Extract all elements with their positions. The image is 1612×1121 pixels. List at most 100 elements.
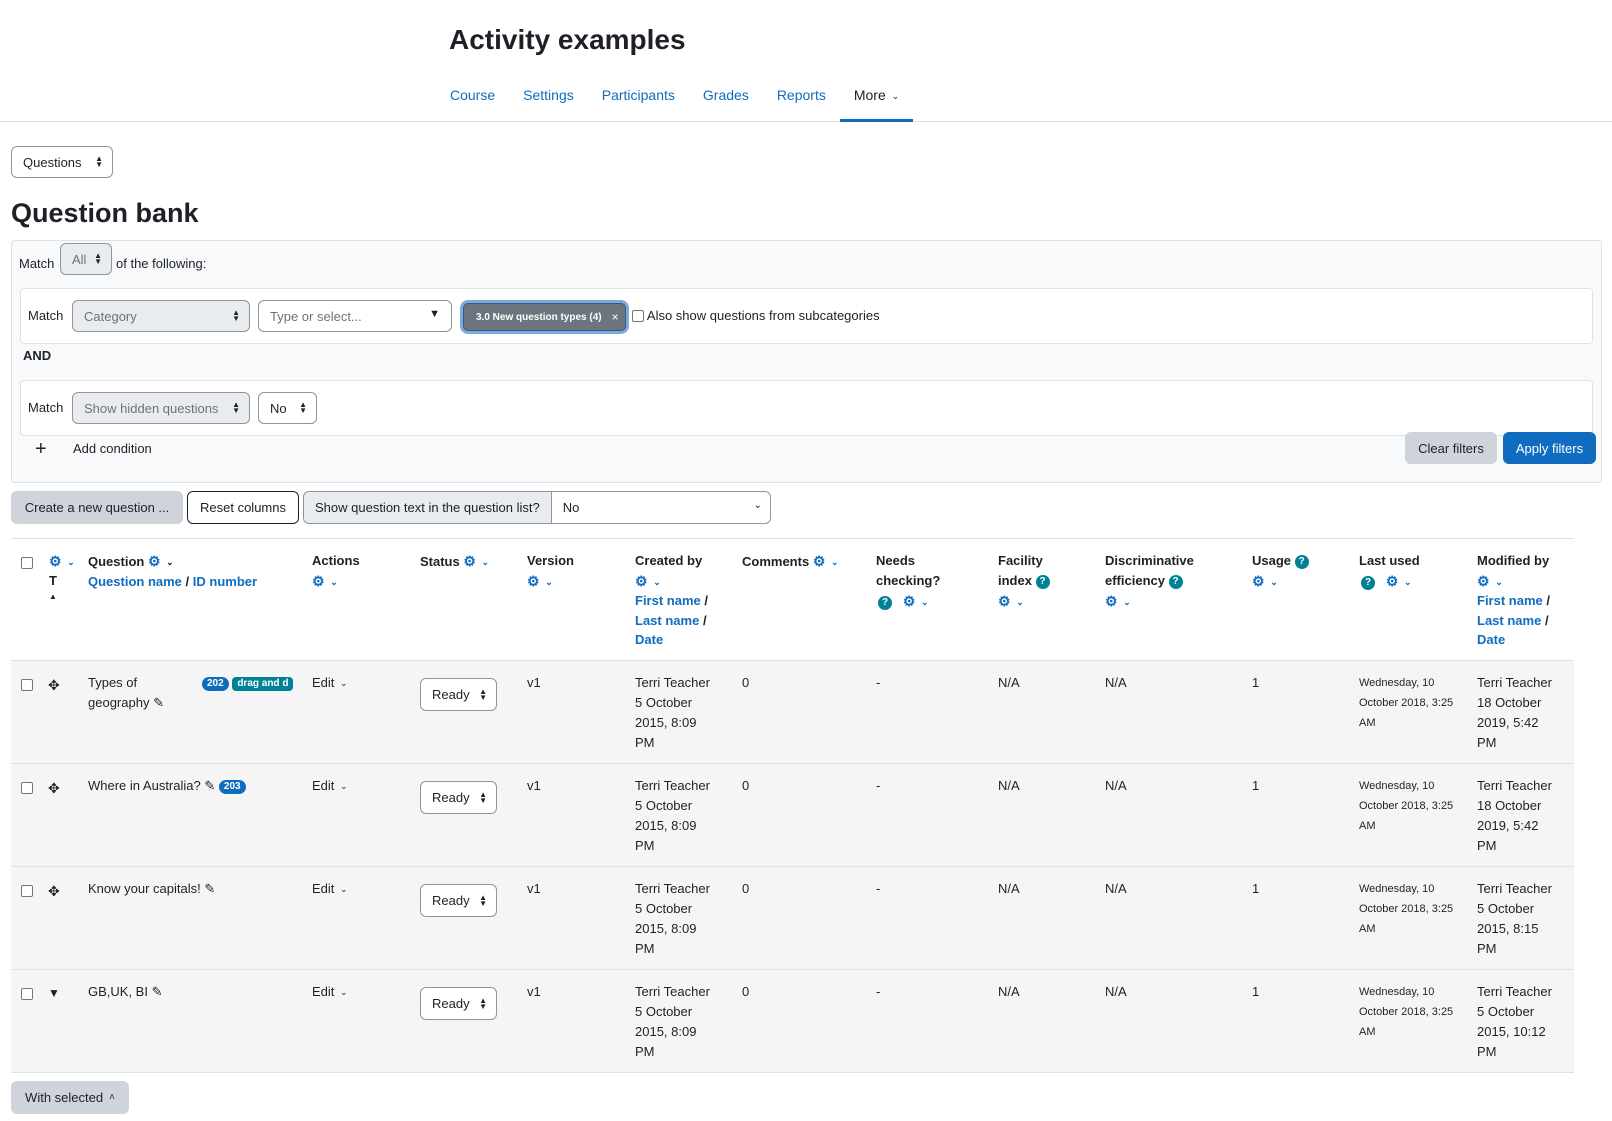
nav-more-label: More (853, 87, 886, 103)
plus-icon[interactable]: + (35, 438, 47, 460)
move-icon[interactable]: ✥ (48, 780, 60, 796)
created-by-name: Terri Teacher (635, 881, 710, 896)
sort-date-link[interactable]: Date (1477, 632, 1506, 647)
edit-menu[interactable]: Edit ⌄ (312, 673, 348, 693)
sort-id-number-link[interactable]: ID number (192, 574, 258, 589)
subcategories-checkbox[interactable] (632, 310, 644, 322)
select-all-checkbox[interactable] (21, 553, 33, 573)
comments-link[interactable]: 0 (742, 675, 750, 690)
row-checkbox[interactable] (21, 881, 33, 901)
needs-checking-value: - (876, 881, 881, 896)
pencil-icon[interactable]: ✎ (151, 984, 163, 999)
condition-category: Match Category ▲ ▼ Type or select... ▼ 3.… (20, 288, 1593, 344)
usage-link[interactable]: 1 (1252, 984, 1260, 999)
help-icon[interactable]: ? (1168, 575, 1183, 589)
gear-icon[interactable]: ⚙ (147, 553, 161, 569)
show-question-text-select[interactable]: No ⌄ (552, 492, 770, 523)
pencil-icon[interactable]: ✎ (204, 881, 216, 896)
nav-grades[interactable]: Grades (702, 87, 749, 103)
help-icon[interactable]: ? (1361, 576, 1375, 590)
last-used-l3: AM (1359, 717, 1376, 729)
gear-icon[interactable]: ⚙ (463, 553, 476, 569)
facility-value: N/A (998, 984, 1020, 999)
match-join-select[interactable]: All ▲ ▼ (60, 243, 112, 275)
nav-course[interactable]: Course (450, 87, 496, 103)
condition-type-select[interactable]: Show hidden questions ▲ ▼ (72, 392, 250, 424)
move-icon[interactable]: ✥ (48, 677, 60, 693)
modified-date-l3: PM (1477, 1044, 1497, 1059)
status-select[interactable]: Ready ▲ ▼ (420, 987, 497, 1020)
discrim-settings[interactable]: ⚙ ⌄ (1105, 591, 1131, 612)
help-icon[interactable]: ? (1294, 555, 1309, 569)
nav-participants[interactable]: Participants (601, 87, 675, 103)
status-value: Ready (432, 687, 470, 702)
sort-first-name-link[interactable]: First name (635, 593, 701, 608)
status-select[interactable]: Ready ▲ ▼ (420, 678, 497, 711)
status-select[interactable]: Ready ▲ ▼ (420, 884, 497, 917)
last-used-l3: AM (1359, 923, 1376, 935)
hidden-value: No (270, 400, 287, 416)
modified-column-settings[interactable]: ⚙ ⌄ (1477, 571, 1503, 592)
status-select[interactable]: Ready ▲ ▼ (420, 781, 497, 814)
reset-columns-button[interactable]: Reset columns (187, 491, 299, 524)
modified-date-l1: 18 October (1477, 695, 1542, 710)
category-tag[interactable]: 3.0 New question types (4) × (463, 303, 626, 331)
comments-link[interactable]: 0 (742, 984, 750, 999)
sort-type-link[interactable]: T (49, 573, 57, 588)
pencil-icon[interactable]: ✎ (204, 778, 216, 793)
help-icon[interactable]: ? (1035, 575, 1050, 589)
move-icon[interactable]: ✥ (48, 883, 60, 899)
page-select[interactable]: Questions ▲ ▼ (11, 146, 113, 178)
show-question-text-label: Show question text in the question list? (304, 492, 552, 523)
nav-settings[interactable]: Settings (523, 87, 574, 103)
caret-down-icon[interactable]: ▼ (48, 986, 60, 1000)
add-condition-button[interactable]: Add condition (73, 441, 152, 456)
apply-filters-button[interactable]: Apply filters (1503, 432, 1596, 464)
usage-link[interactable]: 1 (1252, 881, 1260, 896)
discrim-header-line1: Discriminative (1105, 553, 1194, 568)
actions-column-settings[interactable]: ⚙ ⌄ (312, 571, 338, 592)
comments-link[interactable]: 0 (742, 778, 750, 793)
row-checkbox[interactable] (21, 675, 33, 695)
last-used-settings[interactable]: ? ⚙ ⌄ (1361, 571, 1412, 592)
category-search-input[interactable]: Type or select... ▼ (258, 300, 452, 332)
sort-last-name-link[interactable]: Last name (1477, 613, 1542, 628)
sort-date-link[interactable]: Date (635, 632, 664, 647)
created-date-l3: PM (635, 838, 655, 853)
row-checkbox[interactable] (21, 778, 33, 798)
status-header: Status ⚙ ⌄ (420, 551, 489, 572)
edit-menu[interactable]: Edit ⌄ (312, 776, 348, 796)
subcategories-option[interactable]: Also show questions from subcategories (632, 308, 880, 323)
edit-menu[interactable]: Edit ⌄ (312, 879, 348, 899)
create-question-button[interactable]: Create a new question ... (11, 491, 183, 524)
row-checkbox[interactable] (21, 984, 33, 1004)
nav-more[interactable]: More ⌄ (839, 76, 914, 122)
edit-menu[interactable]: Edit ⌄ (312, 982, 348, 1002)
usage-link[interactable]: 1 (1252, 778, 1260, 793)
help-icon[interactable]: ? (878, 596, 892, 610)
clear-filters-button[interactable]: Clear filters (1405, 432, 1497, 464)
usage-link[interactable]: 1 (1252, 675, 1260, 690)
comments-link[interactable]: 0 (742, 881, 750, 896)
type-column-settings[interactable]: ⚙ ⌄ (49, 551, 75, 572)
pencil-icon[interactable]: ✎ (153, 695, 164, 710)
created-column-settings[interactable]: ⚙ ⌄ (635, 571, 661, 592)
condition-type-select[interactable]: Category ▲ ▼ (72, 300, 250, 332)
with-selected-button[interactable]: With selected ˄ (11, 1081, 129, 1114)
sort-first-name-link[interactable]: First name (1477, 593, 1543, 608)
close-icon[interactable]: × (611, 310, 619, 324)
question-type-badge: drag and d (232, 677, 294, 691)
facility-settings[interactable]: ⚙ ⌄ (998, 591, 1024, 612)
chevron-down-icon: ⌄ (831, 557, 839, 567)
sort-last-name-link[interactable]: Last name (635, 613, 700, 628)
modified-date-l2: 2015, 10:12 (1477, 1024, 1546, 1039)
facility-header-line2: index ? (998, 571, 1050, 591)
hidden-value-select[interactable]: No ▲ ▼ (258, 392, 317, 424)
sort-question-name-link[interactable]: Question name (88, 574, 182, 589)
gear-icon[interactable]: ⚙ (812, 553, 826, 569)
needs-checking-settings[interactable]: ? ⚙ ⌄ (878, 591, 929, 612)
usage-settings[interactable]: ⚙ ⌄ (1252, 571, 1278, 592)
nav-reports[interactable]: Reports (776, 87, 826, 103)
version-column-settings[interactable]: ⚙ ⌄ (527, 571, 553, 592)
chevron-down-icon: ⌄ (1495, 577, 1503, 587)
